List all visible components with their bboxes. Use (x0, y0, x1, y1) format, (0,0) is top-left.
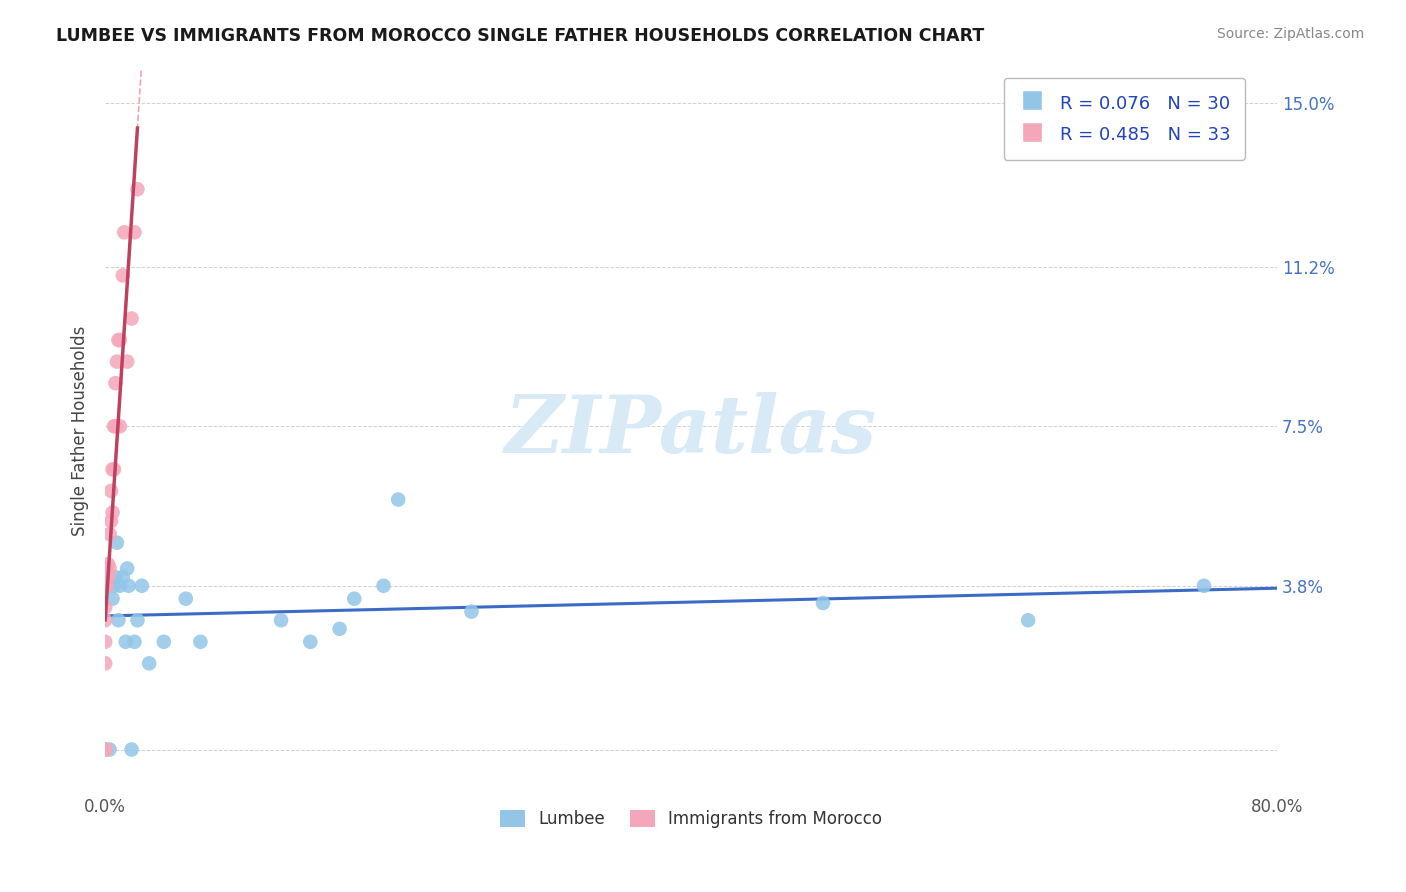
Point (115, 354, 138, 368)
Point (1192, 579, 1215, 593)
Point (343, 591, 366, 606)
Point (94, 634, 117, 648)
Point (811, 596, 834, 610)
Point (124, 225, 146, 239)
Point (97, 570, 120, 584)
Point (94, 657, 117, 671)
Point (94, 742, 117, 756)
Point (124, 634, 146, 648)
Point (108, 333, 131, 347)
Point (104, 570, 127, 584)
Point (107, 333, 129, 347)
Point (270, 613, 292, 627)
Point (104, 419, 127, 434)
Point (94, 742, 117, 756)
Point (387, 492, 409, 507)
Point (329, 622, 352, 636)
Point (1017, 613, 1039, 627)
Point (115, 561, 138, 575)
Point (103, 419, 125, 434)
Point (373, 579, 395, 593)
Point (98, 742, 121, 756)
Point (107, 613, 129, 627)
Point (118, 579, 141, 593)
Legend: Lumbee, Immigrants from Morocco: Lumbee, Immigrants from Morocco (494, 804, 889, 835)
Y-axis label: Single Father Households: Single Father Households (72, 326, 89, 536)
Point (98, 527, 121, 541)
Point (190, 634, 212, 648)
Text: Source: ZipAtlas.com: Source: ZipAtlas.com (1216, 27, 1364, 41)
Point (127, 182, 149, 196)
Point (101, 591, 124, 606)
Point (100, 514, 122, 528)
Point (96, 579, 118, 593)
Point (111, 268, 134, 283)
Point (101, 462, 124, 476)
Point (97, 558, 120, 572)
Point (96, 579, 118, 593)
Point (174, 591, 197, 606)
Point (105, 535, 128, 549)
Point (96, 561, 118, 575)
Text: ZIPatlas: ZIPatlas (505, 392, 877, 469)
Point (108, 419, 131, 434)
Point (94, 579, 117, 593)
Point (114, 634, 136, 648)
Text: LUMBEE VS IMMIGRANTS FROM MOROCCO SINGLE FATHER HOUSEHOLDS CORRELATION CHART: LUMBEE VS IMMIGRANTS FROM MOROCCO SINGLE… (56, 27, 984, 45)
Point (112, 225, 135, 239)
Point (299, 634, 322, 648)
Point (111, 570, 134, 584)
Point (121, 311, 143, 326)
Point (94, 600, 117, 615)
Point (103, 579, 125, 593)
Point (103, 462, 125, 476)
Point (121, 742, 143, 756)
Point (153, 634, 176, 648)
Point (105, 354, 128, 368)
Point (101, 506, 124, 520)
Point (127, 613, 149, 627)
Point (100, 483, 122, 498)
Point (104, 376, 127, 391)
Point (98, 561, 121, 575)
Point (131, 579, 153, 593)
Point (94, 742, 117, 756)
Point (460, 605, 482, 619)
Point (108, 579, 131, 593)
Point (94, 613, 117, 627)
Point (96, 570, 118, 584)
Point (138, 657, 160, 671)
